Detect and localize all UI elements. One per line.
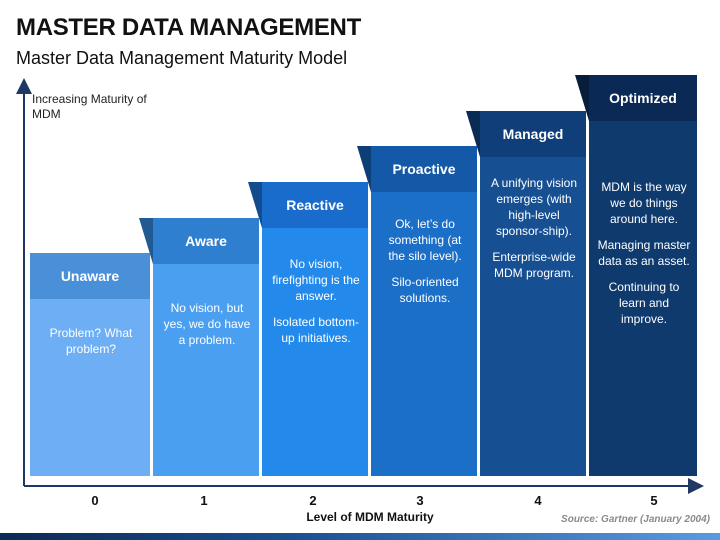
- step-description-line: Continuing to learn and improve.: [608, 280, 680, 326]
- step-fold: [575, 75, 589, 121]
- footer-bar: [0, 533, 720, 540]
- step-body: [30, 299, 150, 476]
- page-title: MASTER DATA MANAGEMENT: [16, 14, 361, 41]
- step-aware: Aware No vision, but yes, we do have a pr…: [139, 218, 259, 476]
- step-body: [371, 192, 477, 476]
- x-tick-label: 1: [200, 493, 208, 508]
- step-reactive: Reactive No vision, firefighting is the a…: [248, 182, 368, 476]
- x-tick-label: 2: [309, 493, 317, 508]
- step-managed: Managed A unifying vision emerges (with h…: [466, 111, 586, 476]
- step-description-line: No vision, but yes, we do have a problem…: [163, 301, 251, 347]
- step-fold: [139, 218, 153, 264]
- x-tick-label: 5: [650, 493, 658, 508]
- step-description: No vision, but yes, we do have a problem…: [161, 300, 253, 358]
- step-title: Unaware: [30, 253, 150, 299]
- step-body: [480, 157, 586, 476]
- y-axis-label: Increasing Maturity of MDM: [32, 92, 147, 121]
- step-optimized: Optimized MDM is the way we do things aro…: [575, 75, 697, 476]
- step-title: Managed: [480, 111, 586, 157]
- step-description-line: Ok, let’s do something (at the silo leve…: [388, 217, 462, 263]
- x-tick-label: 0: [91, 493, 99, 508]
- step-description-line: Isolated bottom-up initiatives.: [272, 315, 360, 345]
- step-description: No vision, firefighting is the answer. Is…: [270, 256, 362, 356]
- page-subtitle: Master Data Management Maturity Model: [16, 48, 348, 68]
- step-title: Optimized: [589, 75, 697, 121]
- step-title: Aware: [153, 218, 259, 264]
- x-axis-label: Level of MDM Maturity: [306, 510, 434, 524]
- step-title: Reactive: [262, 182, 368, 228]
- step-description-line: Silo-oriented solutions.: [391, 275, 459, 305]
- step-description: A unifying vision emerges (with high-lev…: [488, 175, 580, 291]
- x-tick-label: 4: [534, 493, 542, 508]
- step-title: Proactive: [371, 146, 477, 192]
- step-fold: [466, 111, 480, 157]
- step-description-line: A unifying vision emerges (with high-lev…: [490, 176, 578, 238]
- step-description-line: No vision, firefighting is the answer.: [272, 257, 360, 303]
- step-fold: [357, 146, 371, 192]
- step-description-line: Managing master data as an asset.: [597, 238, 691, 268]
- source-note: Source: Gartner (January 2004): [561, 514, 710, 525]
- step-fold: [248, 182, 262, 228]
- step-body: [153, 264, 259, 476]
- step-description-line: MDM is the way we do things around here.: [601, 180, 687, 226]
- step-description-line: Enterprise-wide MDM program.: [492, 250, 576, 280]
- step-description: Ok, let’s do something (at the silo leve…: [379, 216, 471, 316]
- x-tick-label: 3: [416, 493, 424, 508]
- step-unaware: Unaware Problem? What problem?: [30, 253, 150, 476]
- step-body: [262, 228, 368, 476]
- step-body: [589, 121, 697, 476]
- step-description-line: Problem? What problem?: [49, 326, 133, 356]
- step-description: MDM is the way we do things around here.…: [597, 179, 691, 337]
- step-description: Problem? What problem?: [38, 325, 144, 367]
- step-proactive: Proactive Ok, let’s do something (at the …: [357, 146, 477, 476]
